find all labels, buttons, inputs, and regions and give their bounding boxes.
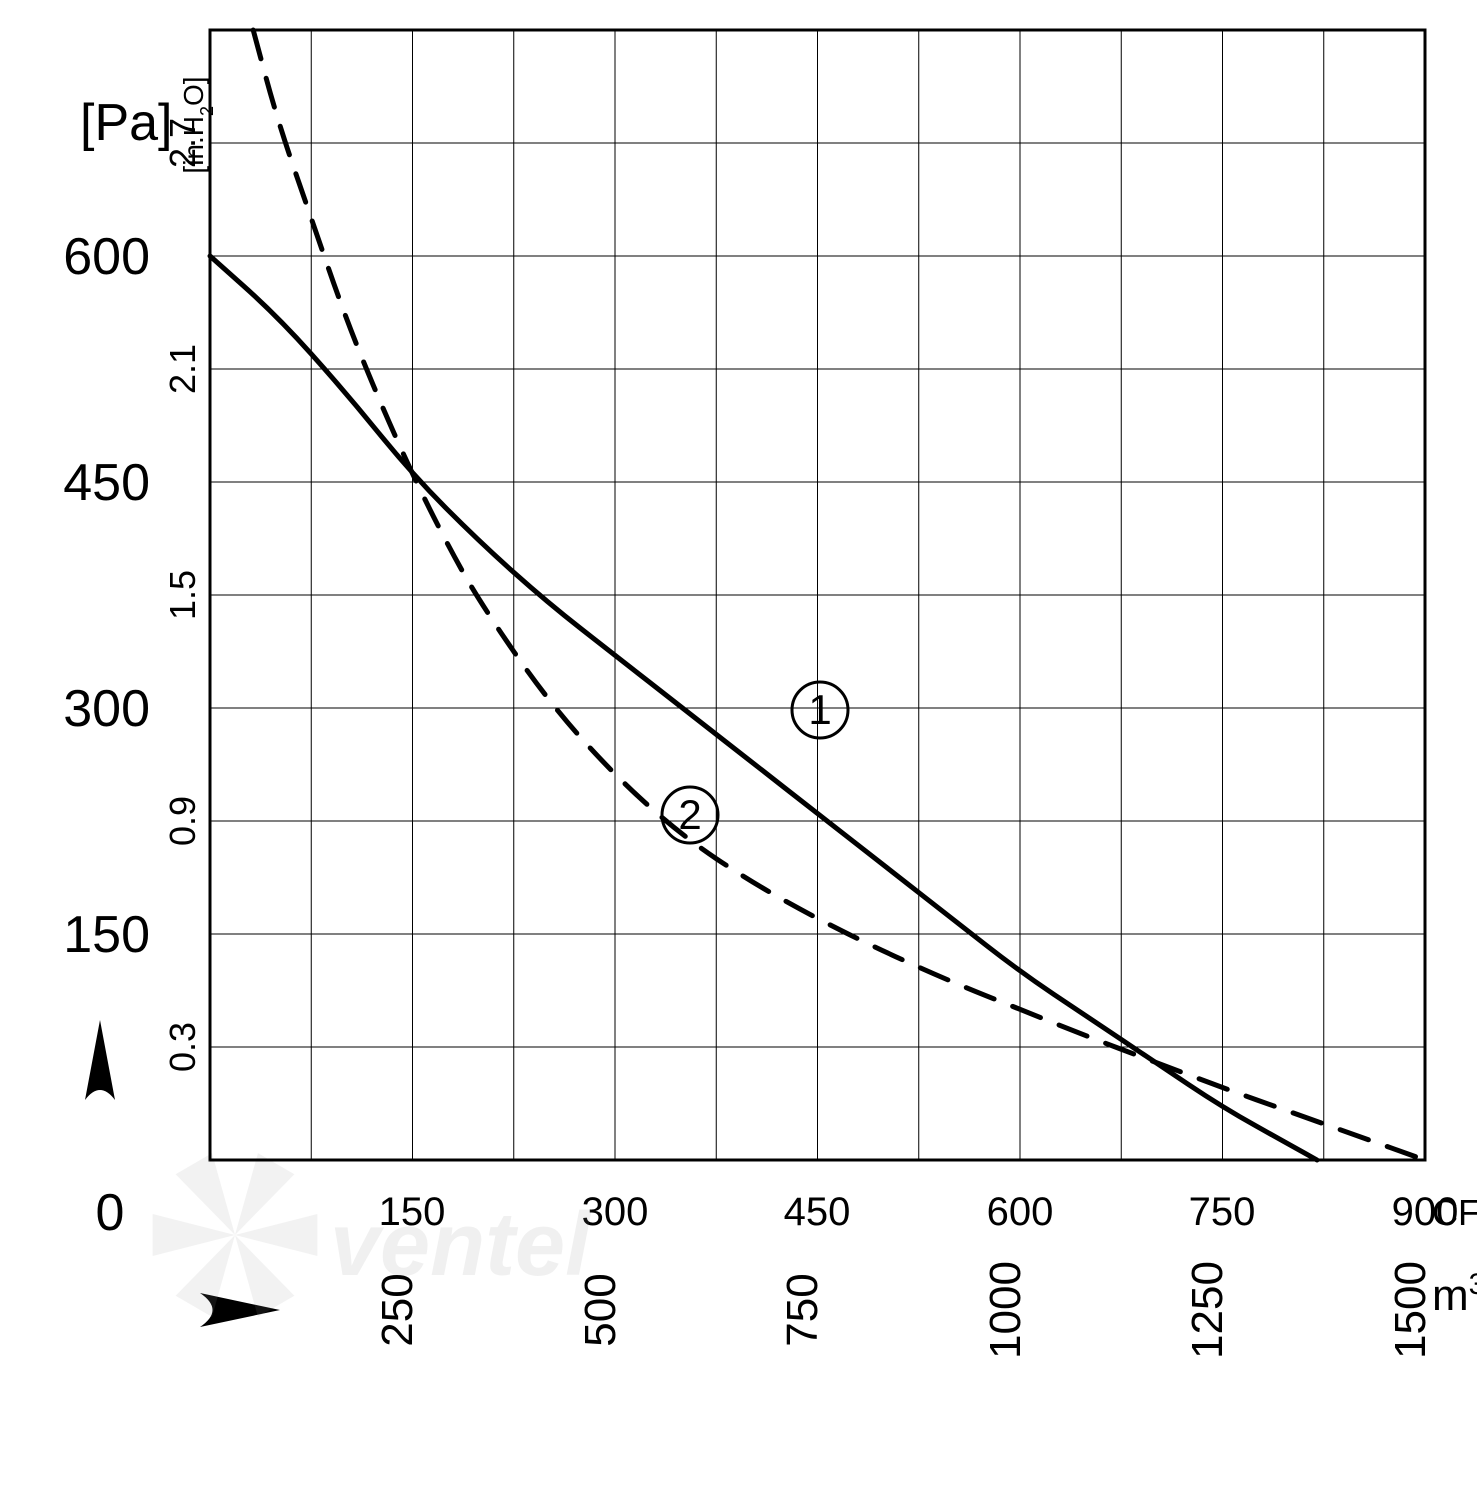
x-tick-cfm: 600 [987,1190,1054,1234]
x-tick-cfm: 300 [582,1190,649,1234]
x-axis-label-m3h: m3/h [1432,1268,1477,1321]
svg-text:ventel: ventel [330,1195,592,1295]
x-tick-cfm: 750 [1189,1190,1256,1234]
x-tick-m3h: 750 [778,1273,827,1346]
x-tick-m3h: 1250 [1183,1261,1232,1359]
x-tick-m3h: 1000 [981,1261,1030,1359]
arrow-up-icon [85,1020,115,1100]
watermark: ventel [153,1153,592,1317]
grid [210,30,1425,1160]
y-tick-inh2o: 2.7 [162,118,203,168]
y-tick-inh2o: 2.1 [162,344,203,394]
x-tick-cfm: 450 [784,1190,851,1234]
svg-text:2: 2 [678,791,701,838]
y-axis-label-pa: [Pa] [80,94,173,152]
y-tick-pa: 450 [63,454,150,512]
y-tick-pa: 150 [63,906,150,964]
y-tick-inh2o: 0.3 [162,1022,203,1072]
curve-1-label: 1 [792,682,848,738]
y-tick-pa: 300 [63,680,150,738]
y-tick-pa: 600 [63,228,150,286]
fan-performance-chart: [Pa]1503004506000[in.H2O]0.30.91.52.12.7… [0,0,1477,1487]
y-tick-inh2o: 0.9 [162,796,203,846]
curve-2-label: 2 [662,787,718,843]
x-tick-m3h: 1500 [1386,1261,1435,1359]
zero-label: 0 [96,1184,125,1242]
x-axis-label-cfm: CFM [1432,1192,1477,1233]
svg-text:1: 1 [808,686,831,733]
y-tick-inh2o: 1.5 [162,570,203,620]
chart-svg: [Pa]1503004506000[in.H2O]0.30.91.52.12.7… [0,0,1477,1487]
